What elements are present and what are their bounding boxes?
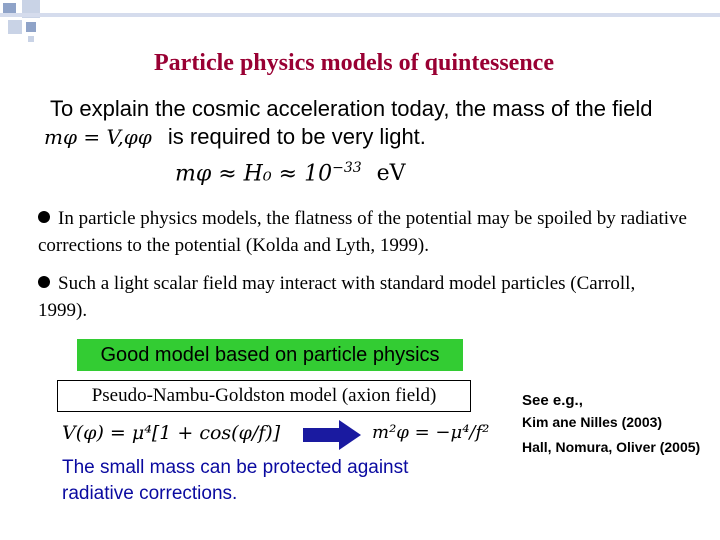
intro-text: To explain the cosmic acceleration today… xyxy=(44,95,653,151)
bullet-icon xyxy=(38,211,50,223)
mass-equation: mφ ≈ H₀ ≈ 10−33 eV xyxy=(175,160,406,186)
bullet-radiative-text: In particle physics models, the flatness… xyxy=(38,208,687,256)
mass-equation-exponent: −33 xyxy=(332,160,362,176)
slide-title: Particle physics models of quintessence xyxy=(154,50,554,76)
intro-line1: To explain the cosmic acceleration today… xyxy=(50,96,653,121)
bullet-radiative: In particle physics models, the flatness… xyxy=(38,205,718,259)
png-model-box: Pseudo-Nambu-Goldston model (axion field… xyxy=(57,380,471,412)
bullet-interaction: Such a light scalar field may interact w… xyxy=(38,270,658,324)
good-model-box: Good model based on particle physics xyxy=(77,339,463,371)
bullet-icon xyxy=(38,276,50,288)
intro-line2: is required to be very light. xyxy=(167,124,426,149)
protected-text: The small mass can be protected against … xyxy=(62,457,409,504)
potential-equation: V(φ) = μ⁴[1 + cos(φ/f)] xyxy=(62,422,281,444)
mass-squared-equation: m²φ = −μ⁴/f² xyxy=(372,422,490,443)
mass-equation-lhs: mφ ≈ H₀ ≈ 10 xyxy=(175,161,333,187)
reference-kim-nilles: Kim ane Nilles (2003) xyxy=(522,414,663,430)
mass-equation-unit: eV xyxy=(376,161,406,187)
see-label: See e.g., xyxy=(522,392,583,409)
arrow-icon xyxy=(303,420,361,450)
bullet-interaction-text: Such a light scalar field may interact w… xyxy=(38,273,636,321)
reference-hall-nomura-oliver: Hall, Nomura, Oliver (2005) xyxy=(522,439,701,455)
field-mass-definition: mφ = V,φφ xyxy=(44,125,152,149)
